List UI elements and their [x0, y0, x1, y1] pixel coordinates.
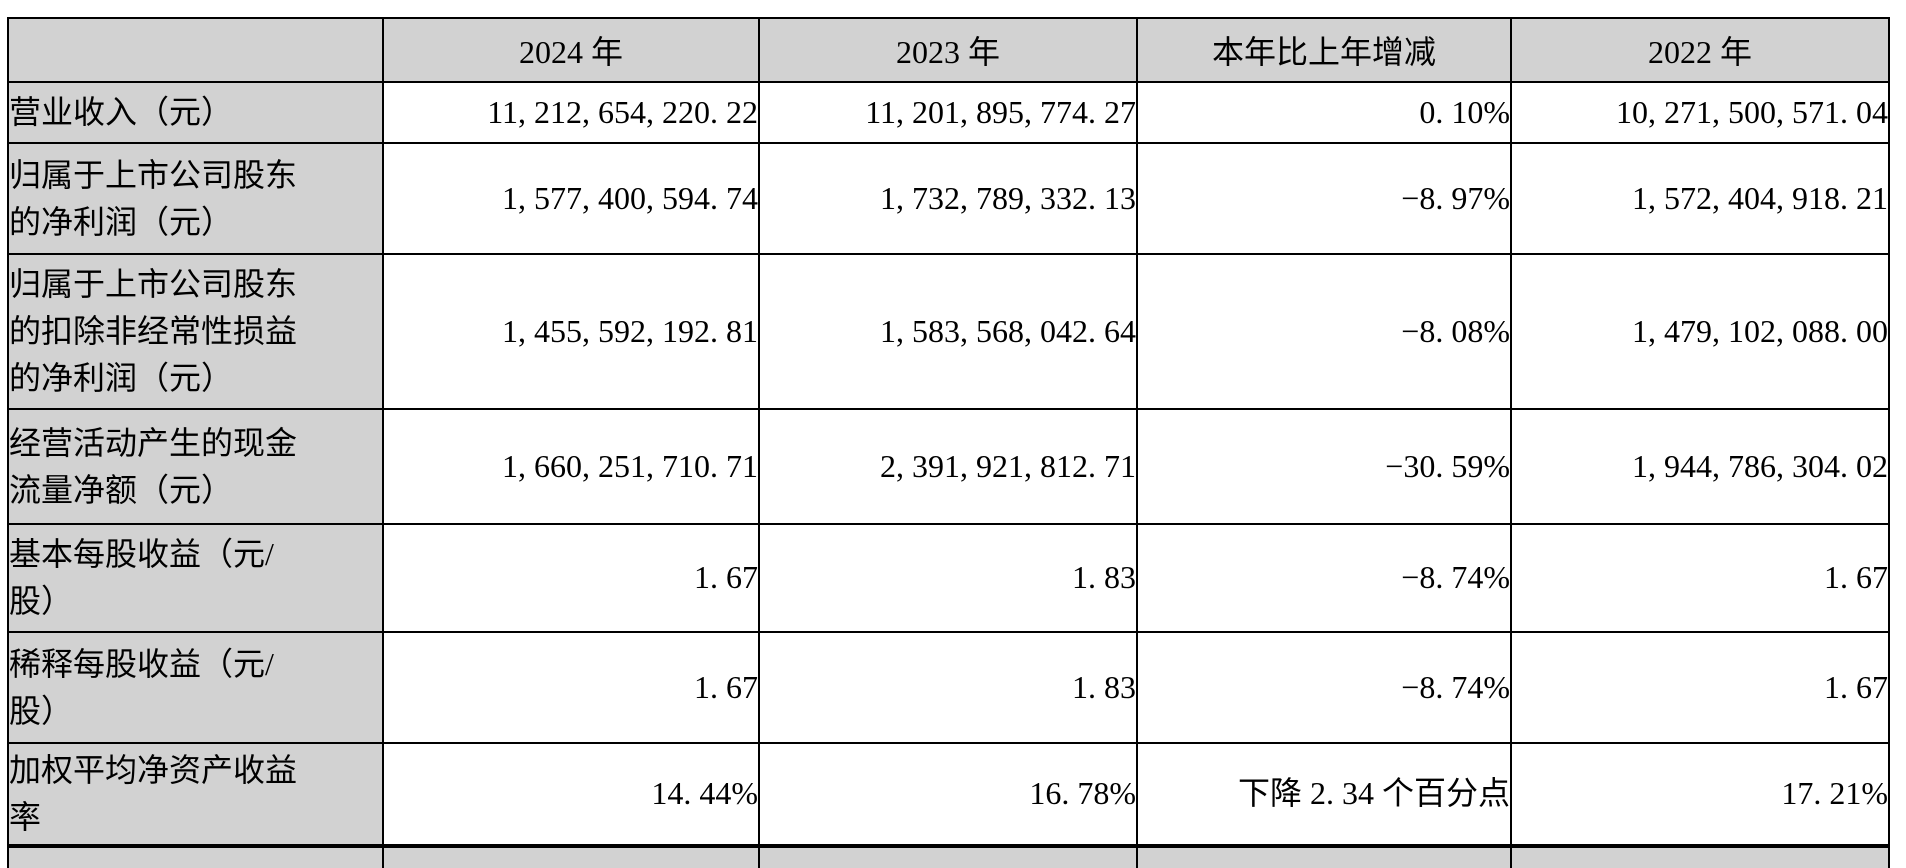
- value-yoy-change: 下降 2. 34 个百分点: [1136, 742, 1512, 847]
- value-2023: 1. 83: [758, 523, 1138, 633]
- value-yoy-change: −8. 08%: [1136, 253, 1512, 410]
- value-2022: 1, 479, 102, 088. 00: [1510, 253, 1890, 410]
- header-year-2023: 2023 年: [758, 17, 1138, 83]
- table-row-diluted-eps: 稀释每股收益（元/ 股） 1. 67 1. 83 −8. 74% 1. 67: [7, 631, 1890, 744]
- value-2023: 2, 391, 921, 812. 71: [758, 408, 1138, 525]
- value-2024: 1, 577, 400, 594. 74: [382, 142, 760, 255]
- table-row-net-profit-excl-nonrecurring: 归属于上市公司股东 的扣除非经常性损益 的净利润（元） 1, 455, 592,…: [7, 253, 1890, 410]
- truncated-cell: [758, 844, 1138, 868]
- value-2024: 14. 44%: [382, 742, 760, 847]
- table-row-operating-revenue: 营业收入（元） 11, 212, 654, 220. 22 11, 201, 8…: [7, 81, 1890, 144]
- row-label: 基本每股收益（元/ 股）: [7, 523, 384, 633]
- table-row-net-profit-attributable: 归属于上市公司股东 的净利润（元） 1, 577, 400, 594. 74 1…: [7, 142, 1890, 255]
- header-yoy-change: 本年比上年增减: [1136, 17, 1512, 83]
- table-row-weighted-avg-roe: 加权平均净资产收益 率 14. 44% 16. 78% 下降 2. 34 个百分…: [7, 742, 1890, 847]
- truncated-cell: [1136, 844, 1512, 868]
- table-header: 2024 年 2023 年 本年比上年增减 2022 年: [7, 17, 1890, 83]
- value-2022: 1. 67: [1510, 523, 1890, 633]
- header-year-2024: 2024 年: [382, 17, 760, 83]
- table-row-operating-cash-flow: 经营活动产生的现金 流量净额（元） 1, 660, 251, 710. 71 2…: [7, 408, 1890, 525]
- row-label: 加权平均净资产收益 率: [7, 742, 384, 847]
- value-yoy-change: −30. 59%: [1136, 408, 1512, 525]
- header-row: 2024 年 2023 年 本年比上年增减 2022 年: [7, 17, 1890, 83]
- value-2024: 1, 660, 251, 710. 71: [382, 408, 760, 525]
- table-row-basic-eps: 基本每股收益（元/ 股） 1. 67 1. 83 −8. 74% 1. 67: [7, 523, 1890, 633]
- value-2023: 1. 83: [758, 631, 1138, 744]
- value-yoy-change: −8. 74%: [1136, 523, 1512, 633]
- truncated-next-row: [7, 844, 1890, 868]
- row-label: 归属于上市公司股东 的扣除非经常性损益 的净利润（元）: [7, 253, 384, 410]
- value-2023: 1, 732, 789, 332. 13: [758, 142, 1138, 255]
- row-label: 归属于上市公司股东 的净利润（元）: [7, 142, 384, 255]
- table-body: 营业收入（元） 11, 212, 654, 220. 22 11, 201, 8…: [7, 81, 1890, 868]
- value-2022: 10, 271, 500, 571. 04: [1510, 81, 1890, 144]
- value-2022: 1, 572, 404, 918. 21: [1510, 142, 1890, 255]
- truncated-cell: [382, 844, 760, 868]
- header-corner-cell: [7, 17, 384, 83]
- value-2023: 1, 583, 568, 042. 64: [758, 253, 1138, 410]
- value-yoy-change: −8. 74%: [1136, 631, 1512, 744]
- value-2023: 11, 201, 895, 774. 27: [758, 81, 1138, 144]
- row-label: 稀释每股收益（元/ 股）: [7, 631, 384, 744]
- value-yoy-change: 0. 10%: [1136, 81, 1512, 144]
- row-label: 营业收入（元）: [7, 81, 384, 144]
- value-2022: 1. 67: [1510, 631, 1890, 744]
- value-2023: 16. 78%: [758, 742, 1138, 847]
- value-2022: 17. 21%: [1510, 742, 1890, 847]
- header-year-2022: 2022 年: [1510, 17, 1890, 83]
- value-2024: 11, 212, 654, 220. 22: [382, 81, 760, 144]
- value-2024: 1. 67: [382, 631, 760, 744]
- value-2024: 1, 455, 592, 192. 81: [382, 253, 760, 410]
- value-2024: 1. 67: [382, 523, 760, 633]
- financial-summary-table: 2024 年 2023 年 本年比上年增减 2022 年 营业收入（元） 11,…: [7, 17, 1890, 868]
- value-yoy-change: −8. 97%: [1136, 142, 1512, 255]
- row-label: 经营活动产生的现金 流量净额（元）: [7, 408, 384, 525]
- truncated-cell: [1510, 844, 1890, 868]
- truncated-cell: [7, 844, 384, 868]
- value-2022: 1, 944, 786, 304. 02: [1510, 408, 1890, 525]
